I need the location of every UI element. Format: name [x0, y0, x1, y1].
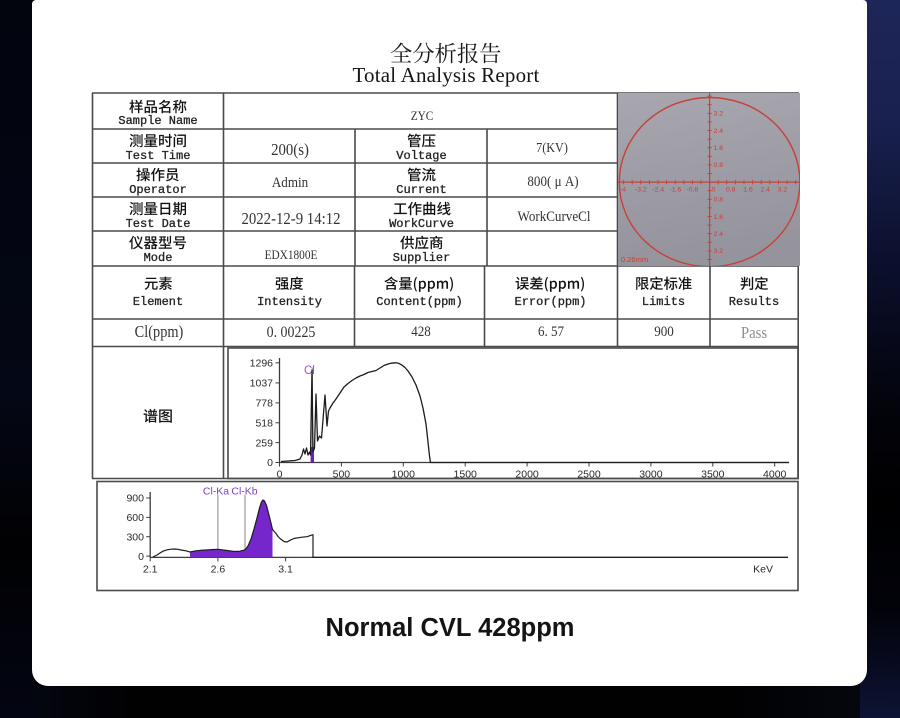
svg-text:0: 0	[267, 457, 273, 469]
svg-text:0.8: 0.8	[714, 197, 724, 204]
svg-text:-0.8: -0.8	[687, 187, 699, 194]
svg-text:1.6: 1.6	[743, 187, 753, 194]
svg-text:1296: 1296	[250, 358, 274, 370]
svg-text:0.8: 0.8	[714, 162, 724, 169]
svg-text:-1.6: -1.6	[670, 187, 682, 194]
svg-text:259: 259	[255, 437, 273, 449]
svg-text:300: 300	[126, 531, 144, 543]
svg-text:3500: 3500	[701, 469, 725, 479]
svg-text:-2.4: -2.4	[652, 187, 664, 194]
svg-text:1.6: 1.6	[714, 214, 724, 221]
svg-text:0: 0	[138, 550, 144, 562]
svg-text:-4: -4	[620, 187, 626, 194]
svg-text:1037: 1037	[250, 378, 274, 390]
svg-text:3.2: 3.2	[714, 248, 724, 255]
svg-text:3.1: 3.1	[278, 563, 293, 575]
svg-text:Cl-Kb: Cl-Kb	[231, 485, 257, 497]
svg-text:0: 0	[277, 469, 283, 479]
svg-text:Cl-Ka: Cl-Ka	[203, 485, 229, 497]
svg-text:518: 518	[255, 418, 273, 430]
svg-text:3.2: 3.2	[714, 111, 724, 118]
svg-text:2500: 2500	[577, 469, 601, 479]
svg-text:1.6: 1.6	[714, 145, 724, 152]
svg-text:2.4: 2.4	[761, 187, 771, 194]
svg-text:0.26mm: 0.26mm	[621, 255, 648, 264]
svg-text:3000: 3000	[639, 469, 663, 479]
svg-text:-3.2: -3.2	[635, 187, 647, 194]
svg-text:900: 900	[126, 492, 144, 504]
svg-text:KeV: KeV	[753, 563, 773, 575]
svg-text:0: 0	[712, 187, 716, 194]
svg-text:600: 600	[126, 512, 144, 524]
svg-text:1000: 1000	[392, 469, 416, 479]
svg-text:2000: 2000	[515, 469, 539, 479]
svg-text:778: 778	[255, 398, 273, 410]
svg-text:2.4: 2.4	[714, 231, 724, 238]
svg-text:3.2: 3.2	[778, 187, 788, 194]
svg-text:2.4: 2.4	[714, 128, 724, 135]
svg-text:1500: 1500	[454, 469, 478, 479]
svg-text:2.6: 2.6	[211, 563, 226, 575]
svg-text:Cl: Cl	[304, 365, 315, 377]
svg-text:0.8: 0.8	[726, 187, 736, 194]
svg-text:500: 500	[333, 469, 351, 479]
svg-text:4000: 4000	[763, 469, 787, 479]
svg-text:2.1: 2.1	[143, 563, 158, 575]
